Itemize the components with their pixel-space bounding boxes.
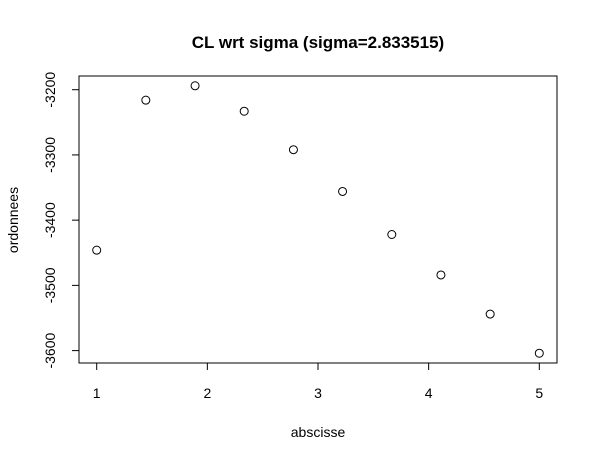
plot-frame [78,75,558,364]
y-tick-label: -3400 [42,202,58,238]
y-tick-label: -3500 [42,267,58,303]
x-tick-label: 3 [314,385,322,401]
data-point [534,348,544,358]
data-point [338,186,348,196]
y-tick-label: -3300 [42,137,58,173]
y-tick-label: -3600 [42,332,58,368]
chart-title: CL wrt sigma (sigma=2.833515) [192,33,444,52]
data-point [387,230,397,240]
data-point [92,245,102,255]
data-point [239,106,249,116]
x-tick-label: 5 [535,385,543,401]
x-axis-label: abscisse [291,424,346,440]
data-point [485,309,495,319]
y-axis-label: ordonnees [5,187,21,253]
y-axis: -3600 -3500 -3400 -3300 -3200 [42,72,80,369]
x-tick-label: 1 [93,385,101,401]
x-axis: 1 2 3 4 5 [93,362,543,401]
y-tick-label: -3200 [42,72,58,108]
data-point [190,81,200,91]
x-tick-label: 4 [425,385,433,401]
x-tick-label: 2 [203,385,211,401]
data-points [92,81,544,358]
data-point [141,95,151,105]
data-point [436,270,446,280]
data-point [288,145,298,155]
